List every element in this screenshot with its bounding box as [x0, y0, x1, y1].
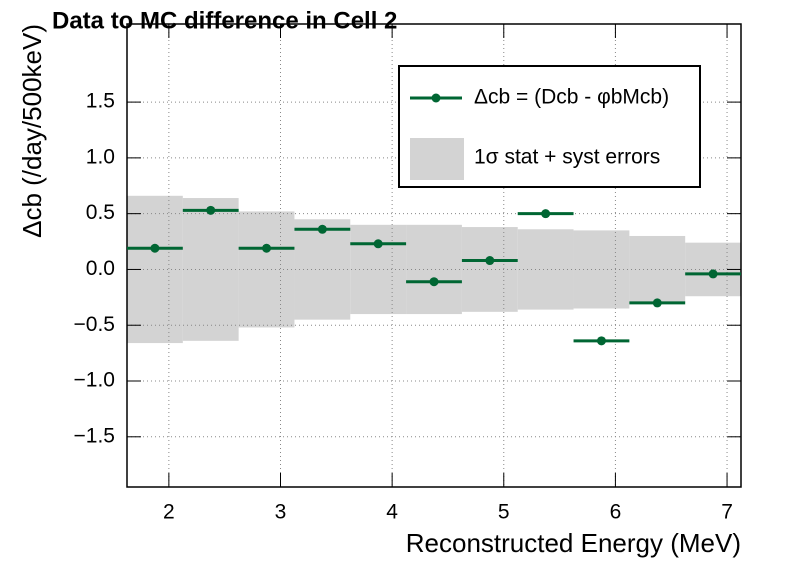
x-tick-label: 7: [721, 501, 733, 524]
data-point: [150, 243, 160, 253]
error-band: [294, 219, 351, 320]
x-axis-label: Reconstructed Energy (MeV): [406, 528, 741, 558]
error-band: [350, 224, 407, 315]
x-tick-label: 6: [610, 501, 622, 524]
y-axis-label: Δcb (/day/500keV): [17, 24, 47, 238]
x-tick-label: 4: [386, 501, 398, 524]
plot-frame: [126, 23, 742, 488]
data-point: [429, 277, 439, 287]
y-tick-label: 0.0: [86, 257, 115, 280]
error-band: [517, 229, 574, 310]
data-point: [541, 209, 551, 219]
data-point: [206, 205, 216, 215]
x-tick-label: 5: [498, 501, 510, 524]
data-point: [708, 269, 718, 279]
data-point: [373, 239, 383, 249]
legend-label: 1σ stat + syst errors: [474, 146, 660, 169]
data-point: [262, 243, 272, 253]
error-band: [573, 230, 630, 309]
y-tick-label: −0.5: [74, 313, 115, 336]
legend-swatch: [410, 138, 464, 180]
y-tick-label: −1.5: [74, 424, 115, 447]
error-band: [406, 224, 462, 315]
error-band: [182, 198, 239, 341]
legend-label: Δcb = (Dcb - φbMcb): [474, 86, 669, 109]
data-point: [317, 224, 327, 234]
data-point: [596, 336, 606, 346]
x-tick-label: 3: [275, 501, 287, 524]
y-tick-label: 1.0: [86, 145, 115, 168]
data-point: [485, 256, 495, 266]
legend-marker: [431, 93, 441, 103]
data-point: [652, 298, 662, 308]
y-tick-label: 1.5: [86, 90, 115, 113]
chart-title: Data to MC difference in Cell 2: [52, 7, 397, 34]
y-tick-label: −1.0: [74, 369, 115, 392]
y-tick-label: 0.5: [86, 201, 115, 224]
x-tick-label: 2: [163, 501, 175, 524]
error-band: [629, 235, 686, 303]
error-band: [461, 227, 518, 312]
